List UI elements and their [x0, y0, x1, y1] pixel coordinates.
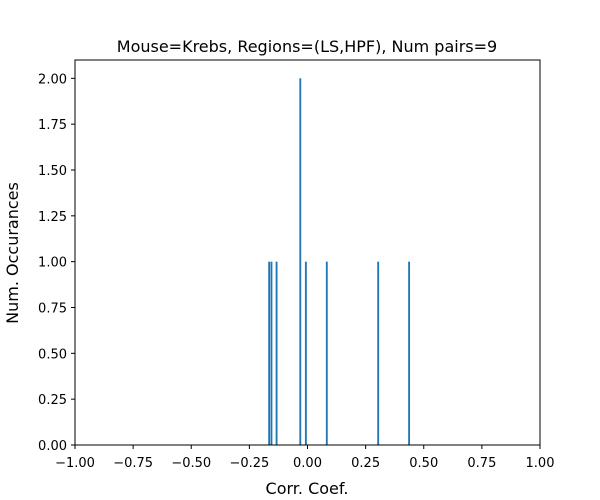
y-tick-label: 0.00: [38, 439, 67, 454]
y-tick-label: 1.75: [38, 118, 67, 133]
histogram-bar: [408, 261, 411, 445]
y-axis-label: Num. Occurances: [3, 182, 22, 324]
y-tick-label: 1.00: [38, 256, 67, 271]
y-tick-label: 0.50: [38, 347, 67, 362]
x-tick-label: 0.75: [467, 456, 496, 471]
histogram-bar: [325, 261, 328, 445]
histogram-bar: [299, 78, 302, 445]
x-axis-label: Corr. Coef.: [266, 479, 349, 498]
chart-title: Mouse=Krebs, Regions=(LS,HPF), Num pairs…: [117, 37, 497, 56]
histogram-bar: [268, 261, 271, 445]
x-tick-label: −0.25: [229, 456, 269, 471]
histogram-bar: [275, 261, 278, 445]
x-tick-label: 0.00: [293, 456, 322, 471]
histogram-bar: [304, 261, 307, 445]
histogram-bar: [270, 261, 273, 445]
histogram-bar: [377, 261, 380, 445]
y-tick-label: 1.25: [38, 210, 67, 225]
x-tick-label: 0.25: [351, 456, 380, 471]
x-tick-label: −1.00: [55, 456, 95, 471]
y-tick-label: 1.50: [38, 164, 67, 179]
axes-layer: −1.00 −0.75 −0.50 −0.25 0.00 0.25 0.50 0.75 1.00…: [38, 59, 555, 471]
bars-layer: [268, 78, 411, 445]
x-tick-label: −0.75: [113, 456, 153, 471]
y-tick-label: 0.75: [38, 302, 67, 317]
x-tick-label: 0.50: [409, 456, 438, 471]
x-tick-label: 1.00: [526, 456, 555, 471]
y-tick-label: 2.00: [38, 72, 67, 87]
plot-frame: [74, 59, 541, 446]
y-tick-label: 0.25: [38, 393, 67, 408]
x-tick-label: −0.50: [171, 456, 211, 471]
